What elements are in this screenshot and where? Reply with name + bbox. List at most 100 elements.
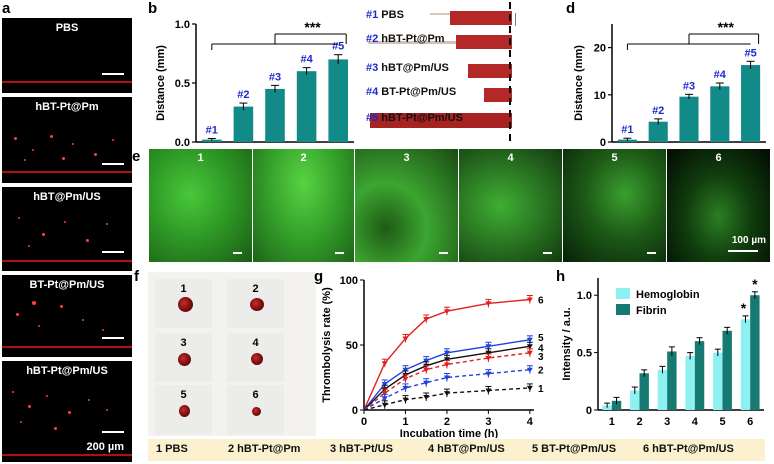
annotation-fibrin: * [752,276,758,292]
data-point [526,297,533,303]
scale-bar [102,431,124,433]
panel-c-row-text: PBS [381,9,404,21]
panel-a-letter: a [2,0,11,17]
panel-e-image-6: 6 100 µm [667,149,770,262]
bar-label: #4 [714,69,727,81]
panel-e-label-2: 2 [300,152,307,164]
panel-b-chart: 0.0 0.5 1.0 Distance (mm) #1 #2 #3 #4 #5 *** [155,19,354,148]
panel-f-well-3: 3 [155,333,212,382]
panel-e-image-2: 2 [253,149,354,262]
vessel-line [2,454,132,456]
panel-c-row-label: #2 hBT-Pt@Pm [366,33,445,45]
panel-h-letter: h [556,268,566,285]
data-point [443,362,450,368]
bar-fibrin [667,351,677,410]
data-point [381,396,388,402]
panel-f-letter: f [134,268,139,285]
legend-item-2: 2 hBT-Pt@Pm [228,443,301,455]
panel-e-scale-label: 100 µm [731,235,766,246]
significance-label: *** [718,19,735,35]
data-point [381,361,388,367]
panel-c-row-4: #4 BT-Pt@Pm/US [360,84,508,108]
panel-c-row-1: #1 PBS [360,7,508,31]
y-tick-label: 0 [600,137,606,148]
panel-f-well-1: 1 [155,279,212,328]
data-point [423,317,430,322]
y-tick-label: 0.5 [175,78,190,90]
panel-c-row-label: #5 hBT-Pt@Pm/US [366,112,463,124]
panel-e-label-4: 4 [507,152,514,164]
bar-label: #5 [332,41,344,53]
panel-a-image-5: hBT-Pt@Pm/US 200 µm [2,361,132,462]
y-tick-label: 0 [586,405,592,417]
panel-f-label-6: 6 [252,389,259,401]
bar-label: #2 [237,89,249,101]
data-point [402,367,409,373]
panel-f-well-5: 5 [155,385,212,434]
bar-hemoglobin [740,319,751,410]
panel-a-image-1: PBS [2,18,132,93]
legend-item-3: 3 hBT-Pt/US [330,443,393,455]
panel-e-image-4: 4 [459,149,562,262]
clot [252,407,261,416]
x-tick-label: 4 [527,416,534,428]
scale-bar [102,73,124,75]
y-tick-label: 0 [352,405,358,417]
series-label: 3 [538,352,544,363]
x-tick-label: 3 [485,416,491,428]
panel-d-chart: 0 10 20 Distance (mm) #1 #2 #3 #4 #5 *** [573,19,766,148]
series-label: 6 [538,296,544,307]
legend-swatch-fibrin [616,304,630,315]
series-label: 5 [538,333,544,344]
x-tick-label: 1 [402,416,408,428]
bar-hemoglobin [685,356,695,410]
scale-bar [102,251,124,253]
panel-c-overlay [368,2,516,142]
data-point [402,397,409,403]
bar [265,88,285,142]
panel-a-scale-label: 200 µm [86,441,124,453]
panel-a-image-4-label: BT-Pt@Pm/US [29,279,105,291]
vessel-line [2,260,132,262]
panel-c-row-3: #3 hBT@Pm/US [360,60,508,84]
bar [296,71,317,142]
panel-c-row-label: #1 PBS [366,9,404,21]
clot [178,353,191,366]
x-tick-label: 1 [609,416,615,428]
panel-a-image-4: BT-Pt@Pm/US [2,275,132,357]
y-axis-label: Thrombolysis rate (%) [321,287,333,403]
bar-label: #2 [652,105,664,117]
bar-label: #1 [206,124,218,136]
panel-a-image-1-label: PBS [55,22,79,34]
panel-e-label-1: 1 [197,152,204,164]
chart-d-group: 0 10 20 Distance (mm) #1 #2 #3 #4 #5 *** [573,19,766,148]
series-label: 4 [538,343,544,354]
vessel-line [2,81,132,83]
panel-c-row-number: #4 [366,86,382,98]
data-point [485,350,492,356]
y-tick-label: 10 [594,90,606,102]
data-point [485,356,492,361]
panel-f-well-6: 6 [227,385,284,434]
data-point [443,350,450,356]
x-tick-label: 0 [361,416,367,428]
x-tick-label: 5 [719,416,725,428]
bar [233,106,254,142]
bar-label: #3 [683,80,695,92]
data-point [526,385,533,391]
data-point [381,391,388,397]
panel-b-letter: b [148,0,158,17]
data-point [423,380,430,386]
clot [178,297,193,312]
bar [741,65,761,142]
tube-2 [456,35,512,49]
y-tick-label: 20 [594,43,606,55]
x-tick-label: 6 [747,416,753,428]
panel-c-row-5: #5 hBT-Pt@Pm/US [360,110,508,134]
y-tick-label: 0.0 [175,137,190,148]
legend-item-6: 6 hBT-Pt@Pm/US [643,443,734,455]
bar-hemoglobin [630,390,640,410]
y-axis-label: Intensity / a.u. [561,307,573,380]
panel-a-image-3-label: hBT@Pm/US [33,191,101,203]
